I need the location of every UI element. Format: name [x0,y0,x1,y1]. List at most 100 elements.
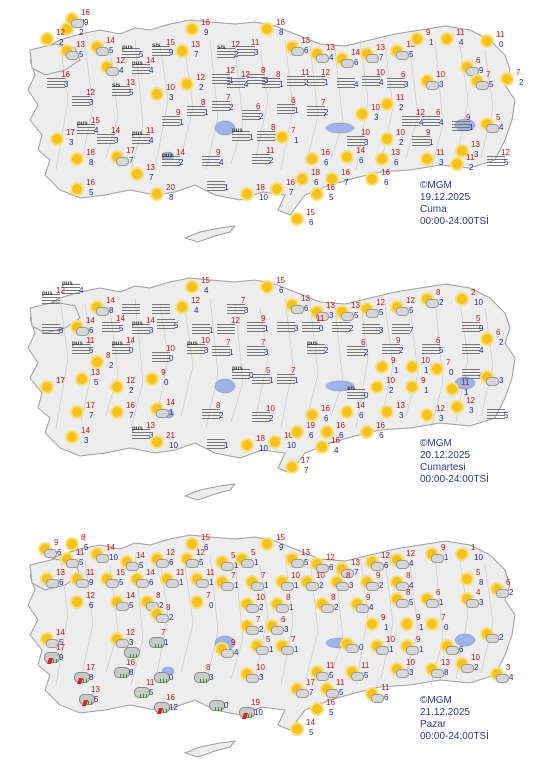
fog-icon: pus [232,128,250,143]
max-temp: 12 [241,70,250,79]
station-forecast: 16 5 [70,178,106,202]
max-temp: 11 [326,661,335,670]
caption-date: 19.12.2025 [420,192,471,203]
min-temp: 8 [109,306,114,315]
min-temp: 5 [149,688,154,697]
fog-icon [42,322,60,336]
min-temp: 5 [129,601,134,610]
sun-icon [457,549,473,563]
max-temp: 11 [466,153,475,162]
lake-shape [214,120,236,136]
partly-cloudy-icon [367,557,384,571]
max-temp: 14 [106,296,115,305]
sun-icon [152,89,168,103]
fog-icon [192,322,210,336]
station-forecast: 16 9 [65,8,101,32]
min-temp: 1 [419,645,424,654]
province-border [480,49,494,159]
max-temp: 15 [276,533,285,542]
max-temp: 9 [441,543,446,552]
province-border [80,44,94,165]
min-temp: 2 [364,348,369,357]
station-forecast: 14 3 [95,126,131,150]
min-temp: 4 [204,286,209,295]
min-temp: 1 [209,578,214,587]
max-temp: 17 [56,376,65,385]
station-forecast: pus 12 [40,286,76,310]
min-temp: 3 [129,638,134,647]
station-forecast: 12 5 [485,148,521,172]
min-temp: 5 [199,558,204,567]
partly-cloudy-icon [242,669,259,683]
sun-icon [382,99,398,113]
sun-icon [322,427,338,441]
partly-cloudy-icon [302,577,319,591]
station-forecast: 14 5 [290,718,326,742]
partly-cloudy-icon [287,300,304,314]
max-temp: 15 [306,208,315,217]
min-temp: 2 [319,581,324,590]
station-forecast: 10 2 [250,404,286,428]
min-temp: 0 [129,346,134,355]
partly-cloudy-icon [152,609,169,623]
sun-icon [412,34,428,48]
partly-cloudy-icon [217,577,234,591]
sun-icon [262,24,278,38]
station-forecast: pus 15 4 [75,116,111,140]
max-temp: 8 [206,663,211,672]
station-forecast: 18 10 [268,431,304,455]
sun-icon [272,184,288,198]
station-forecast: 17 7 [290,678,326,702]
station-forecast: 12 2 [40,28,76,52]
min-temp: 12 [169,703,178,712]
partly-cloudy-icon [287,42,304,56]
station-forecast: 16 8 [260,18,296,42]
min-temp: 6 [304,46,309,55]
province-border [230,302,244,423]
min-temp: 1 [254,558,259,567]
max-temp: 10 [421,356,430,365]
min-temp: 1 [224,441,229,450]
max-temp: 11 [251,38,260,47]
partly-cloudy-icon [392,46,409,60]
min-temp: 7 [89,411,94,420]
partly-cloudy-icon [422,294,439,308]
station-forecast: 15 4 [185,276,221,300]
sun-icon [447,384,463,398]
min-temp: 3 [329,311,334,320]
max-temp: 14 [146,316,155,325]
min-temp: 3 [499,376,504,385]
max-temp: 12 [381,551,390,560]
thunderstorm-icon [237,704,255,719]
min-temp: 10 [287,441,296,450]
min-temp: 3 [89,98,94,107]
partly-cloudy-icon [242,621,259,635]
min-temp: 6 [59,578,64,587]
min-temp: 1 [264,324,269,333]
min-temp: 4 [499,123,504,132]
fog-icon [187,104,205,118]
station-forecast: 12 6 [310,553,346,577]
max-temp: 6 [281,615,286,624]
max-temp: 6 [401,70,406,79]
min-temp: 1 [384,623,389,632]
max-temp: 2 [471,288,476,297]
partly-cloudy-icon [322,684,339,698]
min-temp: 5 [329,671,334,680]
station-forecast: 16 6 [360,421,396,445]
max-temp: 9 [381,613,386,622]
max-temp: 11 [86,568,95,577]
fog-icon: sis [112,83,130,98]
station-forecast: 12 5 [180,548,216,572]
partly-cloudy-icon [122,557,139,571]
min-temp: 0 [364,391,369,400]
min-temp: 2 [79,28,84,37]
